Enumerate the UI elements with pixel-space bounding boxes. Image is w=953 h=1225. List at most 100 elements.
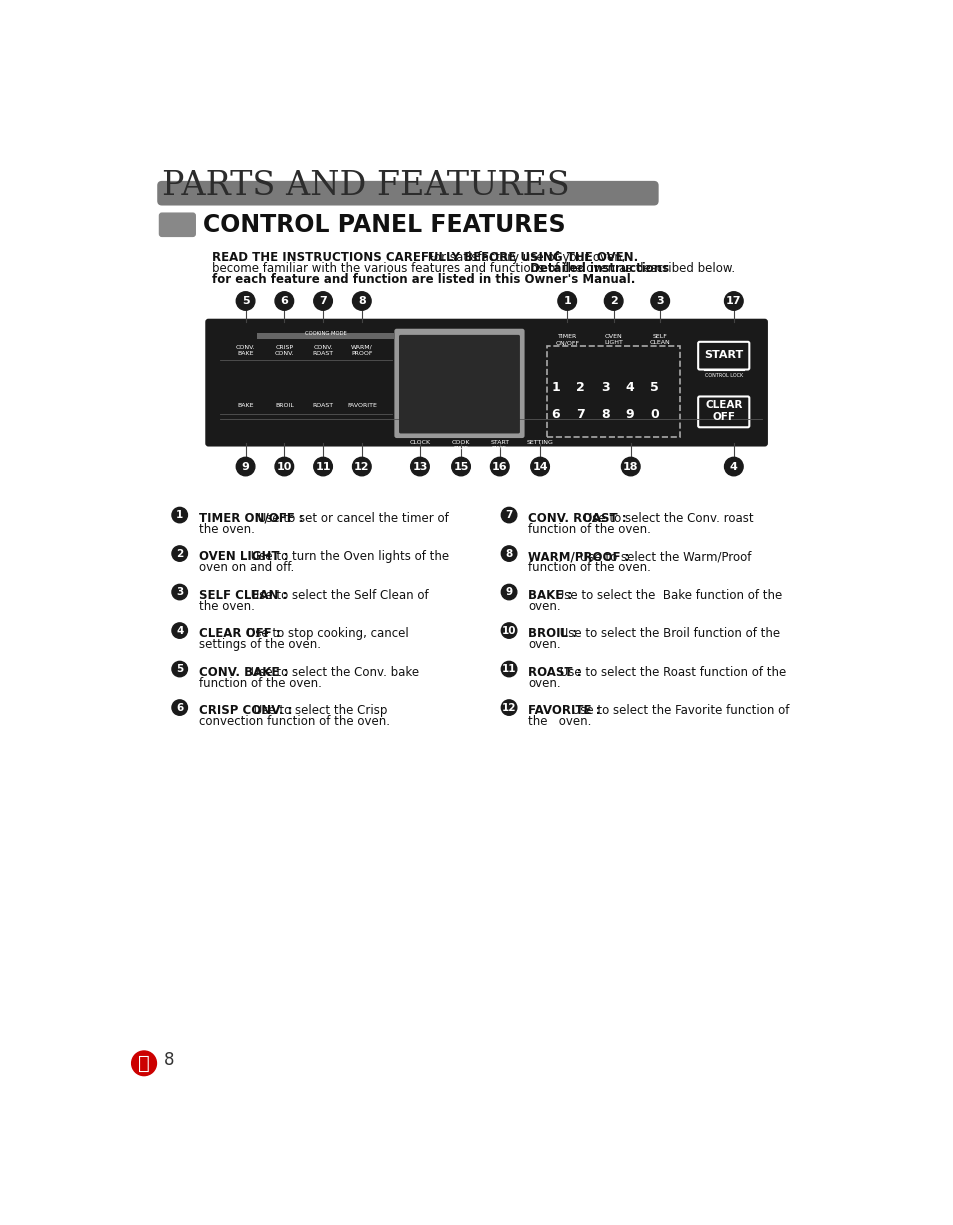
Circle shape xyxy=(500,699,517,715)
Text: PARTS AND FEATURES: PARTS AND FEATURES xyxy=(162,170,569,202)
Text: START: START xyxy=(703,350,742,360)
Text: 2: 2 xyxy=(609,296,617,306)
Text: 6: 6 xyxy=(176,703,183,713)
Text: SELF
CLEAN: SELF CLEAN xyxy=(649,334,670,345)
Text: 10: 10 xyxy=(276,462,292,472)
Text: oven on and off.: oven on and off. xyxy=(199,561,294,575)
Text: 4: 4 xyxy=(729,462,737,472)
Circle shape xyxy=(530,457,549,475)
Text: ROAST :: ROAST : xyxy=(528,666,581,679)
Circle shape xyxy=(723,457,742,475)
Circle shape xyxy=(353,292,371,310)
FancyBboxPatch shape xyxy=(698,342,748,370)
Text: For satisfactory use of your oven,: For satisfactory use of your oven, xyxy=(423,251,624,263)
Text: function of the oven.: function of the oven. xyxy=(528,561,651,575)
Text: 11: 11 xyxy=(501,664,516,674)
Circle shape xyxy=(620,457,639,475)
Text: 7: 7 xyxy=(576,408,584,420)
Circle shape xyxy=(172,699,187,715)
Text: COOK
TIME: COOK TIME xyxy=(452,440,470,451)
Circle shape xyxy=(274,457,294,475)
Circle shape xyxy=(314,457,332,475)
Text: Use to select the Broil function of the: Use to select the Broil function of the xyxy=(556,627,780,641)
Text: oven.: oven. xyxy=(528,638,560,652)
Text: 9: 9 xyxy=(241,462,250,472)
Text: 14: 14 xyxy=(532,462,547,472)
Circle shape xyxy=(452,457,470,475)
Text: CRISP CONV. :: CRISP CONV. : xyxy=(199,704,293,718)
Text: 13: 13 xyxy=(412,462,427,472)
Text: 7: 7 xyxy=(505,510,512,521)
Text: SETTING: SETTING xyxy=(526,440,553,445)
Text: function of the oven.: function of the oven. xyxy=(199,676,321,690)
Text: BROIL :: BROIL : xyxy=(528,627,577,641)
Text: 5: 5 xyxy=(176,664,183,674)
FancyBboxPatch shape xyxy=(394,328,524,439)
Text: 16: 16 xyxy=(492,462,507,472)
Text: BROIL: BROIL xyxy=(274,403,294,408)
Circle shape xyxy=(172,622,187,638)
Text: Use to select the  Bake function of the: Use to select the Bake function of the xyxy=(552,589,781,601)
Text: 8: 8 xyxy=(600,408,609,420)
Text: WARM/PROOF :: WARM/PROOF : xyxy=(528,550,629,564)
Text: 1: 1 xyxy=(551,381,559,393)
Circle shape xyxy=(132,1051,156,1076)
Text: 15: 15 xyxy=(453,462,468,472)
Text: CRISP
CONV.: CRISP CONV. xyxy=(274,345,294,356)
Text: CLEAR OFF :: CLEAR OFF : xyxy=(199,627,280,641)
Circle shape xyxy=(236,292,254,310)
Text: 1: 1 xyxy=(176,510,183,521)
Text: Use to turn the Oven lights of the: Use to turn the Oven lights of the xyxy=(246,550,448,564)
Text: Use to select the Warm/Proof: Use to select the Warm/Proof xyxy=(576,550,750,564)
Text: 3: 3 xyxy=(600,381,609,393)
FancyBboxPatch shape xyxy=(257,333,395,339)
Circle shape xyxy=(604,292,622,310)
Text: for each feature and function are listed in this Owner's Manual.: for each feature and function are listed… xyxy=(212,272,635,285)
Text: 0: 0 xyxy=(650,408,659,420)
Text: ROAST: ROAST xyxy=(313,403,334,408)
Text: oven.: oven. xyxy=(528,676,560,690)
Circle shape xyxy=(172,507,187,523)
Circle shape xyxy=(410,457,429,475)
Text: 4: 4 xyxy=(175,626,183,636)
Circle shape xyxy=(314,292,332,310)
Text: Ⓖ: Ⓖ xyxy=(138,1054,150,1073)
Text: 3: 3 xyxy=(176,587,183,597)
Text: CONV.
BAKE: CONV. BAKE xyxy=(235,345,255,356)
Text: 5: 5 xyxy=(650,381,659,393)
Text: 8: 8 xyxy=(357,296,365,306)
Text: OVEN LIGHT :: OVEN LIGHT : xyxy=(199,550,288,564)
Text: CONTROL LOCK: CONTROL LOCK xyxy=(704,374,742,379)
Text: 10: 10 xyxy=(501,626,516,636)
Text: READ THE INSTRUCTIONS CAREFULLY BEFORE USING THE OVEN.: READ THE INSTRUCTIONS CAREFULLY BEFORE U… xyxy=(212,251,638,263)
Text: Use to select the Self Clean of: Use to select the Self Clean of xyxy=(246,589,428,601)
Text: 12: 12 xyxy=(354,462,369,472)
Circle shape xyxy=(172,662,187,676)
Text: FAVORITE :: FAVORITE : xyxy=(528,704,600,718)
Text: 9: 9 xyxy=(625,408,634,420)
FancyBboxPatch shape xyxy=(205,318,767,447)
Text: Use to select the Conv. bake: Use to select the Conv. bake xyxy=(246,666,418,679)
Text: become familiar with the various features and functions of the oven as described: become familiar with the various feature… xyxy=(212,262,735,274)
Text: Use to set or cancel the timer of: Use to set or cancel the timer of xyxy=(254,512,449,526)
Text: COOKING MODE: COOKING MODE xyxy=(305,332,347,337)
Circle shape xyxy=(172,584,187,600)
Text: 8: 8 xyxy=(164,1051,174,1068)
Text: 9: 9 xyxy=(505,587,512,597)
Circle shape xyxy=(500,584,517,600)
Text: 2: 2 xyxy=(176,549,183,559)
Text: Use to select the Crisp: Use to select the Crisp xyxy=(251,704,388,718)
Circle shape xyxy=(172,546,187,561)
Circle shape xyxy=(558,292,576,310)
Text: BAKE :: BAKE : xyxy=(528,589,572,601)
Text: 2: 2 xyxy=(576,381,584,393)
Text: CLEAR
OFF: CLEAR OFF xyxy=(704,401,741,421)
Text: WARM/
PROOF: WARM/ PROOF xyxy=(351,345,373,356)
FancyBboxPatch shape xyxy=(398,334,519,434)
Text: 8: 8 xyxy=(505,549,512,559)
Circle shape xyxy=(490,457,509,475)
Text: Detailed instructions: Detailed instructions xyxy=(525,262,668,274)
Text: 18: 18 xyxy=(622,462,638,472)
FancyBboxPatch shape xyxy=(158,212,195,238)
Text: 5: 5 xyxy=(241,296,249,306)
